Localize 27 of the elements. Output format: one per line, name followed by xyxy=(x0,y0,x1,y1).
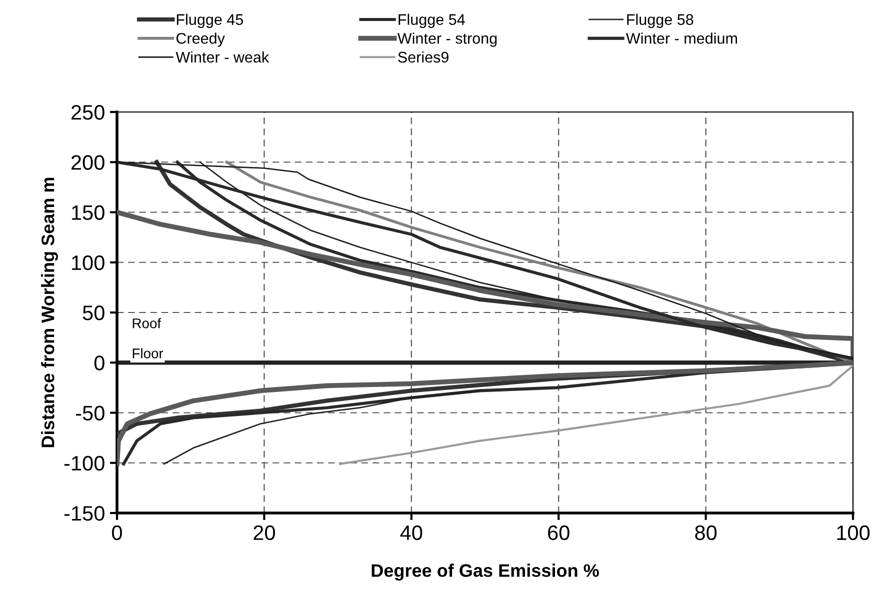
y-tick-label: 0 xyxy=(94,356,104,370)
x-tick-label: 40 xyxy=(400,525,422,540)
annotation: Floor xyxy=(132,348,164,358)
x-tick-label: 100 xyxy=(837,525,870,540)
x-tick-label: 60 xyxy=(548,525,570,540)
y-tick-label: 200 xyxy=(71,155,104,170)
legend-label: Winter - medium xyxy=(626,32,737,44)
legend-label: Flugge 45 xyxy=(176,14,244,28)
x-axis-title: Degree of Gas Emission % xyxy=(372,564,599,581)
legend-label: Series9 xyxy=(398,51,448,63)
legend-label: Flugge 54 xyxy=(398,14,465,28)
y-tick-label: 150 xyxy=(72,205,104,220)
y-axis-title: Distance from Working Seam m xyxy=(41,178,58,448)
legend-label: Winter - weak xyxy=(176,51,270,63)
x-tick-label: 20 xyxy=(254,525,275,540)
y-tick-label: 100 xyxy=(72,255,104,270)
x-tick-label: 0 xyxy=(112,525,122,540)
y-tick-label: -50 xyxy=(76,406,104,421)
y-tick-label: -150 xyxy=(64,506,104,521)
legend-label: Winter - strong xyxy=(397,32,497,47)
annotation: Roof xyxy=(132,318,162,328)
legend-label: Creedy xyxy=(176,32,225,47)
y-tick-label: -100 xyxy=(64,456,104,471)
y-tick-label: 250 xyxy=(71,105,104,120)
x-tick-label: 80 xyxy=(695,525,717,540)
legend-label: Flugge 58 xyxy=(627,14,694,28)
y-tick-label: 50 xyxy=(82,306,104,320)
